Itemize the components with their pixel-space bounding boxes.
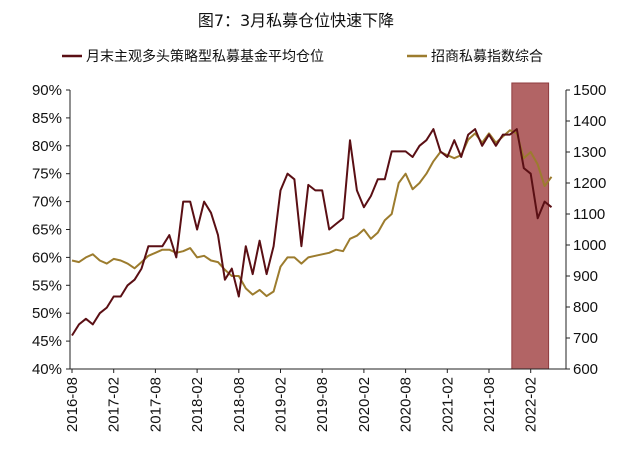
right-tick-label: 1500 [573, 82, 606, 99]
x-tick-label: 2019-02 [273, 377, 290, 432]
right-tick-label: 600 [573, 361, 598, 378]
left-tick-label: 65% [32, 222, 62, 239]
right-tick-label: 1200 [573, 175, 606, 192]
left-tick-label: 90% [32, 82, 62, 99]
left-tick-label: 85% [32, 110, 62, 127]
left-tick-label: 40% [32, 361, 62, 378]
legend: 月末主观多头策略型私募基金平均仓位 招商私募指数综合 [62, 48, 543, 65]
x-tick-label: 2022-02 [523, 377, 540, 432]
right-tick-label: 1400 [573, 113, 606, 130]
x-tick-label: 2016-08 [64, 377, 81, 432]
left-tick-label: 45% [32, 333, 62, 350]
x-tick-label: 2018-08 [231, 377, 248, 432]
series-line-position [71, 128, 553, 337]
x-tick-label: 2020-02 [356, 377, 373, 432]
left-tick-label: 80% [32, 138, 62, 155]
series-line-index [71, 129, 553, 298]
left-tick-label: 70% [32, 194, 62, 211]
legend-label-position: 月末主观多头策略型私募基金平均仓位 [86, 48, 324, 65]
right-tick-label: 1000 [573, 237, 606, 254]
legend-label-index: 招商私募指数综合 [431, 49, 543, 65]
left-tick-label: 55% [32, 277, 62, 294]
right-tick-label: 800 [573, 299, 598, 316]
x-tick-label: 2017-08 [147, 377, 164, 432]
x-tick-label: 2019-08 [314, 377, 331, 432]
left-tick-label: 50% [32, 305, 62, 322]
x-tick-label: 2020-08 [398, 377, 415, 432]
chart-title: 图7：3月私募仓位快速下降 [198, 11, 394, 30]
right-tick-label: 900 [573, 268, 598, 285]
left-tick-label: 60% [32, 249, 62, 266]
right-tick-label: 1300 [573, 144, 606, 161]
x-tick-label: 2018-02 [189, 377, 206, 432]
right-tick-label: 1100 [573, 206, 605, 223]
x-tick-label: 2021-02 [439, 377, 456, 432]
x-tick-label: 2017-02 [106, 377, 123, 432]
left-tick-label: 75% [32, 166, 62, 183]
right-tick-label: 700 [573, 330, 598, 347]
x-tick-label: 2021-08 [481, 377, 498, 432]
highlight-band [511, 82, 550, 370]
